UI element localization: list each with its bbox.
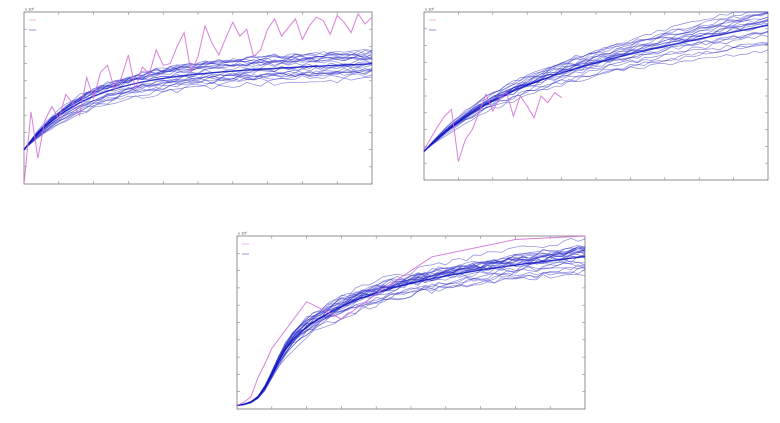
observed-line	[423, 91, 562, 162]
ensemble-line	[23, 55, 373, 150]
chart-svg: x 10⁶	[23, 7, 373, 185]
ensemble-line	[423, 12, 769, 152]
observed-line	[23, 12, 373, 185]
y-exponent-label: x 10⁶	[25, 7, 35, 12]
y-exponent-label: x 10⁶	[425, 7, 435, 12]
ensemble-line	[423, 34, 769, 152]
chart-panel-bottom: x 10⁶	[229, 230, 589, 413]
ensemble-line	[423, 22, 769, 152]
ensemble-line	[23, 69, 373, 150]
observed-line	[236, 235, 586, 406]
plot-frame	[423, 11, 769, 181]
ensemble-line	[23, 67, 373, 150]
plot-frame	[236, 235, 586, 410]
ensemble-line	[23, 73, 373, 150]
ensemble-line	[236, 266, 586, 406]
chart-panel-top-left: x 10⁶	[16, 6, 376, 188]
chart-panel-top-right: x 10⁶	[416, 6, 772, 183]
ensemble-line	[23, 76, 373, 150]
ensemble-line	[236, 248, 586, 406]
ensemble-line	[23, 53, 373, 150]
ensemble-line	[236, 249, 586, 406]
plot-frame	[23, 11, 373, 185]
ensemble-line	[423, 43, 769, 152]
ensemble-line	[236, 246, 586, 406]
ensemble-line	[23, 64, 373, 150]
ensemble-line	[236, 264, 586, 406]
ensemble-line	[236, 248, 586, 406]
ensemble-line	[423, 11, 768, 152]
chart-svg: x 10⁶	[236, 231, 586, 410]
ensemble-line	[23, 54, 373, 150]
ensemble-line	[236, 265, 586, 406]
ensemble-line	[236, 244, 586, 406]
chart-svg: x 10⁶	[423, 7, 769, 181]
ensemble-line	[423, 44, 769, 152]
ensemble-mean-line	[236, 255, 586, 407]
ensemble-line	[423, 16, 769, 152]
ensemble-line	[423, 19, 769, 152]
ensemble-line	[23, 50, 373, 150]
ensemble-line	[23, 48, 373, 150]
y-exponent-label: x 10⁶	[238, 231, 248, 236]
